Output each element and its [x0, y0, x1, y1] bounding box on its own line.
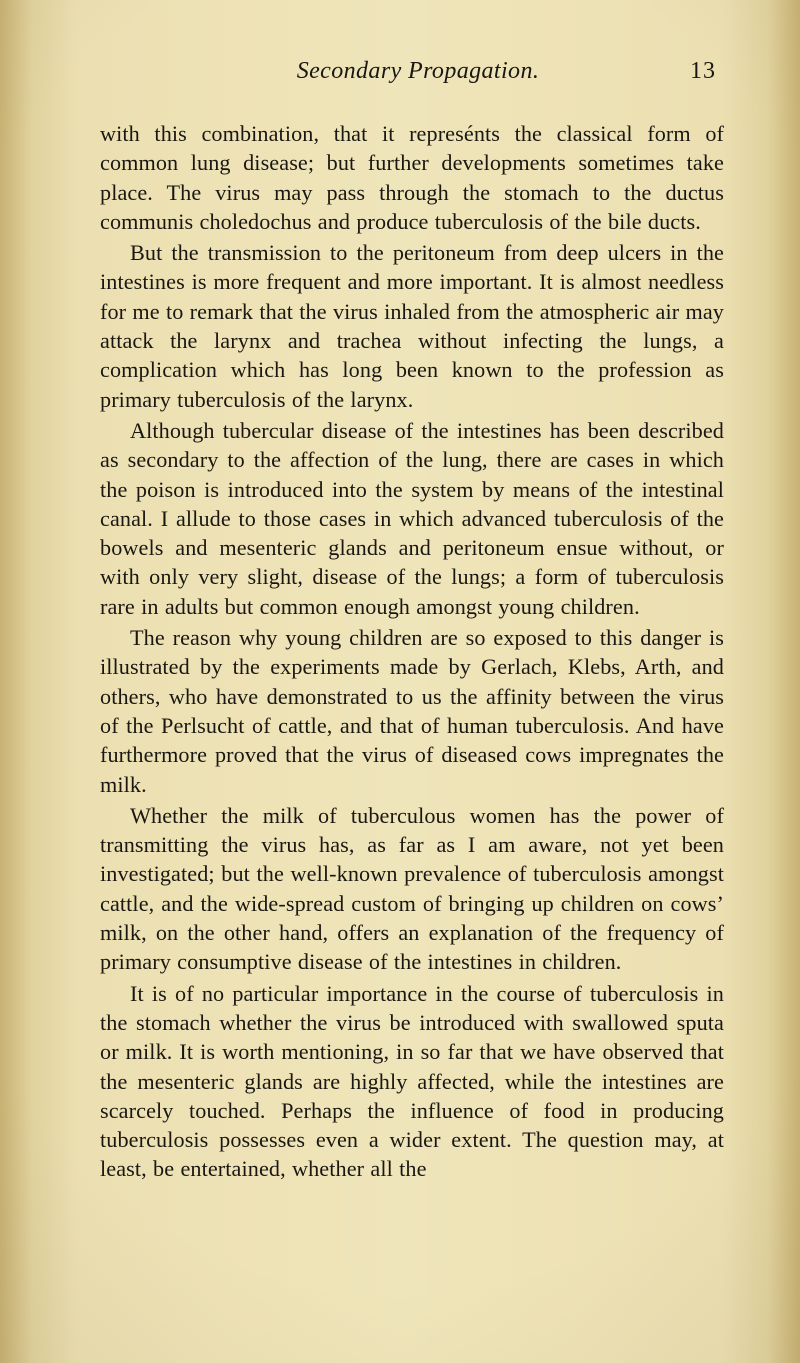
page-content: Secondary Propagation. 13 with this comb… — [0, 0, 800, 1256]
running-head: Secondary Propagation. 13 — [100, 58, 724, 85]
paragraph: But the transmission to the peritoneum f… — [100, 238, 724, 414]
paragraph: It is of no particular importance in the… — [100, 979, 724, 1184]
paragraph: Whether the milk of tuberculous women ha… — [100, 801, 724, 977]
paragraph: The reason why young children are so exp… — [100, 623, 724, 799]
paragraph: with this combination, that it represén… — [100, 119, 724, 236]
page-number: 13 — [676, 58, 716, 85]
body-text: with this combination, that it represén… — [100, 119, 724, 1184]
running-title: Secondary Propagation. — [160, 58, 676, 85]
paragraph: Although tubercular disease of the intes… — [100, 416, 724, 621]
